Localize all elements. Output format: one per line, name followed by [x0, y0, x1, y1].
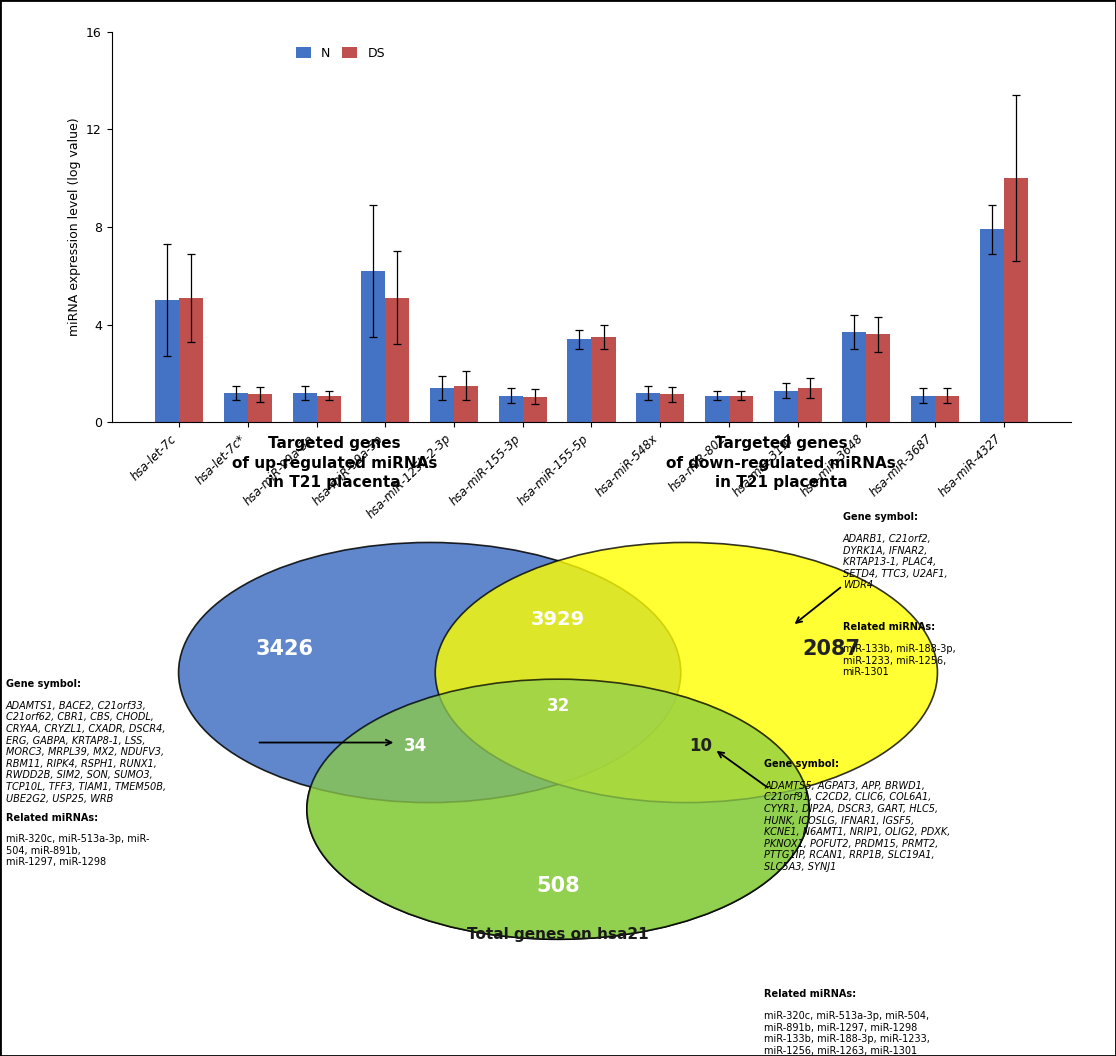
- Bar: [224, 393, 248, 422]
- Text: Gene symbol:: Gene symbol:: [843, 512, 917, 523]
- Text: Related miRNAs:: Related miRNAs:: [764, 989, 857, 999]
- Bar: [155, 300, 180, 422]
- Legend: N, DS: N, DS: [290, 42, 391, 64]
- Bar: [522, 397, 547, 422]
- Text: Related miRNAs:: Related miRNAs:: [6, 812, 98, 823]
- Text: 2087: 2087: [802, 639, 860, 659]
- Text: Targeted genes
of up-regulated miRNAs
in T21 placenta: Targeted genes of up-regulated miRNAs in…: [232, 436, 437, 490]
- Ellipse shape: [307, 679, 809, 939]
- Bar: [385, 298, 410, 422]
- Bar: [798, 389, 821, 422]
- Text: 3929: 3929: [531, 609, 585, 628]
- Bar: [292, 393, 317, 422]
- Y-axis label: miRNA expression level (log value): miRNA expression level (log value): [68, 117, 80, 337]
- Bar: [454, 385, 478, 422]
- Ellipse shape: [179, 543, 681, 803]
- Ellipse shape: [435, 543, 937, 803]
- Bar: [705, 396, 729, 422]
- Text: 10: 10: [690, 737, 712, 755]
- Text: Targeted genes
of down-regulated miRNAs
in T21 placenta: Targeted genes of down-regulated miRNAs …: [666, 436, 896, 490]
- Bar: [980, 229, 1003, 422]
- Text: 508: 508: [536, 875, 580, 895]
- Text: 34: 34: [404, 737, 426, 755]
- Bar: [729, 396, 753, 422]
- Text: 32: 32: [547, 697, 569, 715]
- Text: miR-320c, miR-513a-3p, miR-504,
miR-891b, miR-1297, miR-1298
miR-133b, miR-188-3: miR-320c, miR-513a-3p, miR-504, miR-891b…: [764, 999, 931, 1056]
- Text: miR-133b, miR-188-3p,
miR-1233, miR-1256,
miR-1301: miR-133b, miR-188-3p, miR-1233, miR-1256…: [843, 633, 955, 677]
- Bar: [430, 389, 454, 422]
- Bar: [362, 271, 385, 422]
- Bar: [1003, 178, 1028, 422]
- Text: Gene symbol:: Gene symbol:: [6, 679, 80, 690]
- Bar: [180, 298, 203, 422]
- Text: miR-320c, miR-513a-3p, miR-
504, miR-891b,
miR-1297, miR-1298: miR-320c, miR-513a-3p, miR- 504, miR-891…: [6, 823, 150, 867]
- Bar: [843, 332, 866, 422]
- Text: 3426: 3426: [256, 639, 314, 659]
- Bar: [935, 396, 959, 422]
- Bar: [499, 396, 522, 422]
- Text: ADARB1, C21orf2,
DYRK1A, IFNAR2,
KRTAP13-1, PLAC4,
SETD4, TTC3, U2AF1,
WDR4: ADARB1, C21orf2, DYRK1A, IFNAR2, KRTAP13…: [843, 523, 947, 590]
- Bar: [248, 394, 272, 422]
- Bar: [773, 391, 798, 422]
- Text: Gene symbol:: Gene symbol:: [764, 759, 839, 769]
- Text: Related miRNAs:: Related miRNAs:: [843, 622, 935, 633]
- Bar: [911, 396, 935, 422]
- Bar: [866, 335, 891, 422]
- Bar: [636, 393, 661, 422]
- Ellipse shape: [307, 679, 809, 939]
- Text: Total genes on hsa21: Total genes on hsa21: [468, 927, 648, 942]
- Text: ADAMTS5, AGPAT3, APP, BRWD1,
C21orf91, C2CD2, CLIC6, COL6A1,
CYYR1, DIP2A, DSCR3: ADAMTS5, AGPAT3, APP, BRWD1, C21orf91, C…: [764, 769, 951, 872]
- Bar: [591, 337, 616, 422]
- Bar: [661, 394, 684, 422]
- Bar: [317, 396, 340, 422]
- Text: ADAMTS1, BACE2, C21orf33,
C21orf62, CBR1, CBS, CHODL,
CRYAA, CRYZL1, CXADR, DSCR: ADAMTS1, BACE2, C21orf33, C21orf62, CBR1…: [6, 690, 165, 804]
- Bar: [567, 339, 591, 422]
